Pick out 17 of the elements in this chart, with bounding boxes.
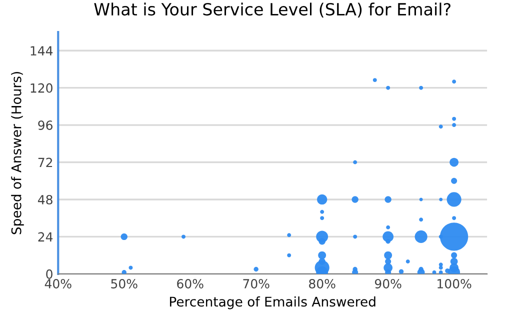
x-axis-title: Percentage of Emails Answered	[170, 296, 376, 310]
y-tick-label: 24	[38, 232, 53, 242]
y-tick-label: 48	[38, 194, 52, 204]
x-tick-label: 70%	[243, 279, 270, 288]
x-tick-label: 80%	[309, 279, 336, 288]
y-tick-label: 144	[30, 46, 53, 56]
x-tick-label: 100%	[438, 279, 472, 288]
x-tick-label: 90%	[374, 279, 402, 288]
x-tick-label: 40%	[44, 279, 72, 288]
y-tick-label: 72	[38, 158, 52, 168]
y-tick-label: 96	[38, 120, 52, 130]
y-tick-label: 120	[30, 83, 52, 93]
y-axis-title: Speed of Answer (Hours)	[11, 72, 24, 234]
y-tick-label: 0	[46, 269, 52, 279]
chart-title: What is Your Service Level (SLA) for Email?	[94, 2, 450, 18]
x-tick-label: 50%	[111, 279, 138, 288]
x-tick-label: 60%	[177, 279, 204, 288]
